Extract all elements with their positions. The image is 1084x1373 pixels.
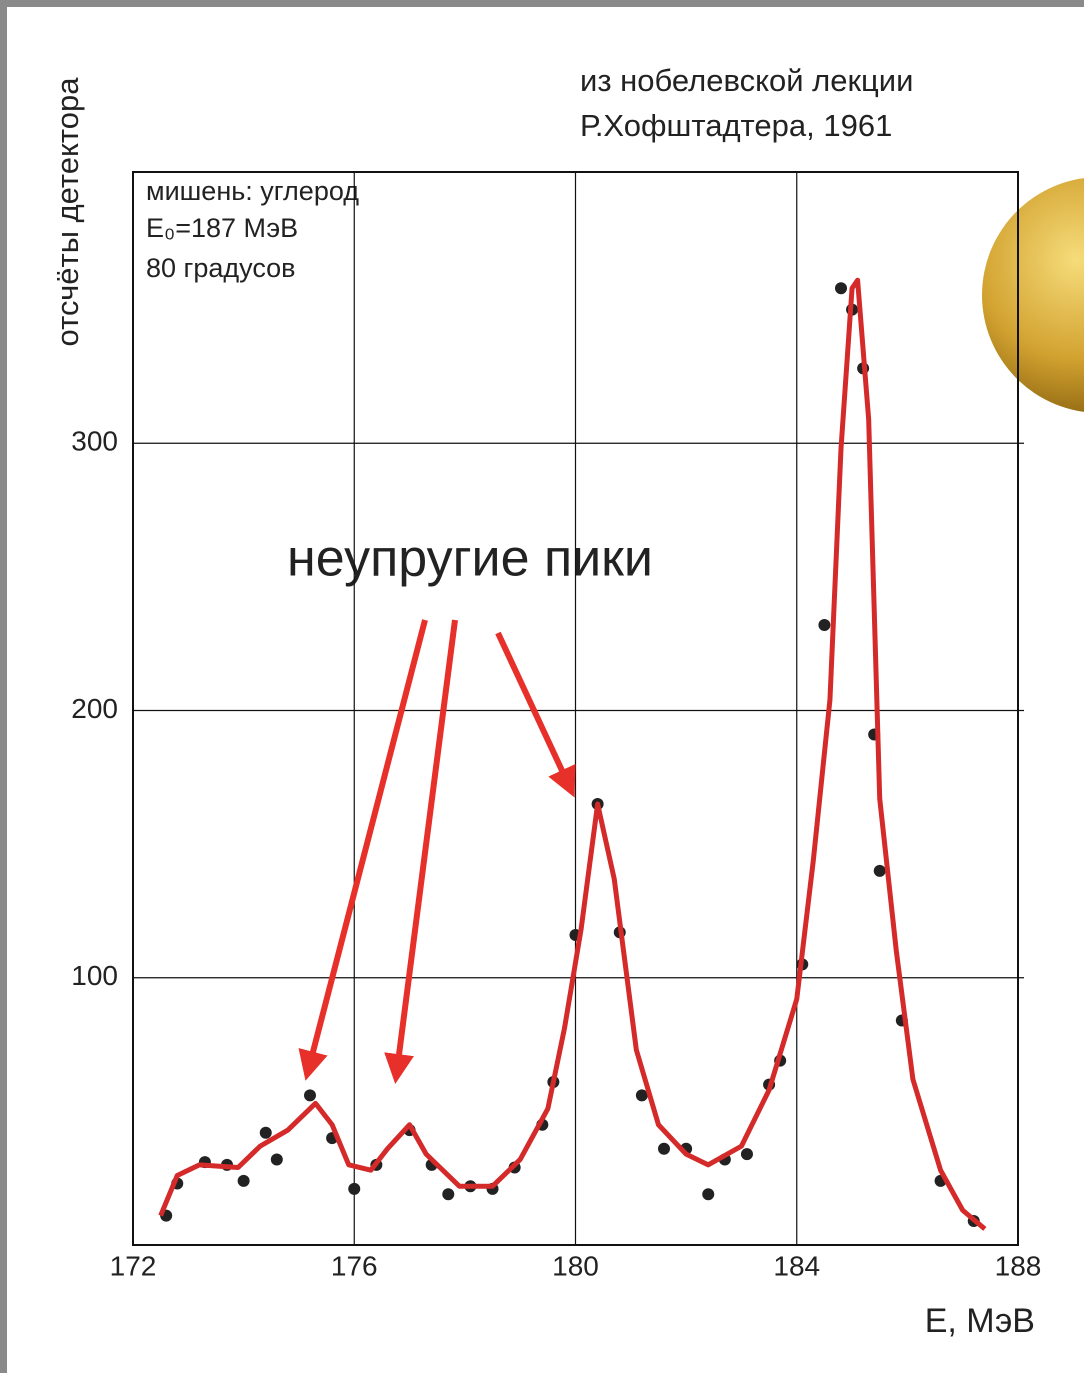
- chart-title: из нобелевской лекции: [580, 63, 913, 98]
- data-point: [741, 1148, 753, 1160]
- nobel-medal: [982, 177, 1084, 413]
- annotation: мишень: углерод: [146, 176, 359, 206]
- annotation: E₀=187 МэВ: [146, 213, 298, 243]
- x-tick-label: 172: [110, 1250, 157, 1281]
- y-axis-label: отсчёты детектора: [50, 77, 85, 347]
- data-point: [702, 1188, 714, 1200]
- callout: неупругие пики: [287, 530, 653, 588]
- x-tick-label: 176: [331, 1250, 378, 1281]
- x-axis-label: E, МэВ: [925, 1302, 1035, 1340]
- x-tick-label: 184: [773, 1250, 820, 1281]
- data-point: [658, 1143, 670, 1155]
- arrows: [307, 620, 572, 1078]
- fit-line: [161, 280, 985, 1229]
- annotation: 80 градусов: [146, 253, 296, 283]
- y-tick-label: 100: [71, 960, 118, 991]
- data-point: [442, 1188, 454, 1200]
- chart-subtitle: Р.Хофштадтера, 1961: [580, 108, 892, 143]
- data-point: [818, 619, 830, 631]
- data-point: [238, 1175, 250, 1187]
- y-tick-label: 300: [71, 426, 118, 457]
- data-point: [271, 1153, 283, 1165]
- plot-area: 100 200 300 172 176 180 184 188: [71, 172, 1041, 1281]
- data-point: [348, 1183, 360, 1195]
- y-tick-label: 200: [71, 693, 118, 724]
- frame: [3, 3, 1084, 1373]
- chart: из нобелевской лекции Р.Хофштадтера, 196…: [0, 0, 1084, 1373]
- data-point: [874, 865, 886, 877]
- data-point: [835, 282, 847, 294]
- x-tick-label: 188: [995, 1250, 1042, 1281]
- data-point: [260, 1127, 272, 1139]
- data-point: [304, 1089, 316, 1101]
- arrow: [498, 633, 572, 792]
- x-tick-label: 180: [552, 1250, 599, 1281]
